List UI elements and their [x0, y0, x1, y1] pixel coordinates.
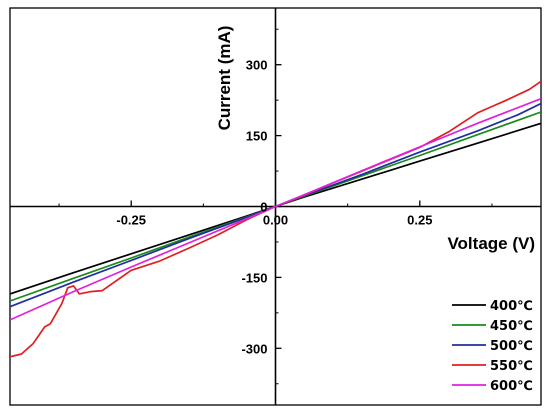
labels-layer: -0.25 0.00 0.25 -300 -150 0 150 300 Voltage (V) C…	[116, 26, 535, 357]
series-layer	[10, 80, 541, 358]
series-line-4	[10, 97, 541, 321]
legend-label-4: 600℃	[490, 379, 533, 394]
series-line-3	[10, 80, 541, 358]
y-axis-title: Current (mA)	[215, 26, 234, 131]
y-tick-label: -150	[241, 270, 267, 285]
y-tick-label: 0	[260, 200, 267, 215]
x-tick-label: 0.00	[263, 213, 288, 228]
x-tick-label: 0.25	[407, 213, 432, 228]
legend-label-0: 400℃	[490, 299, 533, 314]
x-axis-title: Voltage (V)	[447, 234, 535, 253]
legend-label-3: 550℃	[490, 359, 533, 374]
y-tick-label: -300	[241, 341, 267, 356]
legend: 400℃ 450℃ 500℃ 550℃ 600℃	[452, 299, 533, 394]
legend-label-1: 450℃	[490, 319, 533, 334]
y-tick-label: 150	[246, 129, 268, 144]
legend-label-2: 500℃	[490, 339, 533, 354]
y-tick-label: 300	[246, 58, 268, 73]
x-tick-label: -0.25	[116, 213, 146, 228]
